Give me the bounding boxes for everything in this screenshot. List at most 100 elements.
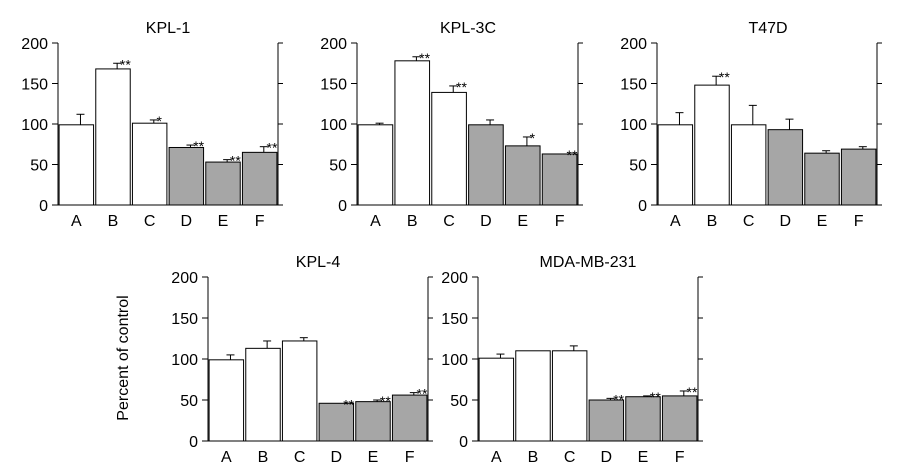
significance-label: ** [230, 153, 241, 169]
bar-f [661, 395, 698, 442]
y-tick-label: 150 [441, 311, 468, 328]
y-tick-label: 100 [21, 117, 48, 134]
x-tick-label: A [491, 449, 502, 463]
y-tick-label: 0 [338, 198, 347, 215]
bar-e [205, 161, 241, 206]
bar-a [657, 124, 694, 206]
y-tick-label: 100 [320, 117, 347, 134]
x-tick-label: B [258, 449, 269, 463]
bar-d [767, 129, 804, 206]
bar-c [730, 124, 767, 206]
chart-panel: MDA-MB-231 0 50 100 150 200 A B C ** D ** E ** F [441, 254, 703, 463]
x-tick-label: B [707, 213, 718, 230]
bar-b [95, 68, 131, 206]
chart-panel: KPL-4 0 50 100 150 200 A B C ** D ** E ** F [171, 254, 433, 463]
bar-d [168, 146, 205, 206]
x-tick-label: D [331, 449, 343, 463]
y-tick-label: 150 [21, 77, 48, 94]
x-tick-label: E [817, 213, 828, 230]
y-tick-label: 150 [320, 77, 347, 94]
x-tick-label: D [601, 449, 613, 463]
x-tick-label: F [675, 449, 685, 463]
x-tick-label: B [108, 213, 119, 230]
x-tick-label: F [255, 213, 265, 230]
bar-d [318, 402, 355, 442]
y-tick-label: 100 [441, 352, 468, 369]
x-tick-label: C [294, 449, 306, 463]
significance-label: ** [343, 396, 354, 412]
y-tick-label: 150 [620, 77, 647, 94]
x-tick-label: E [368, 449, 379, 463]
chart-panel: T47D 0 50 100 150 200 A ** B C D E F [620, 20, 882, 230]
x-tick-label: F [405, 449, 415, 463]
significance-label: ** [193, 138, 204, 154]
x-tick-label: D [181, 213, 193, 230]
x-tick-label: F [854, 213, 864, 230]
x-tick-label: E [517, 213, 528, 230]
y-tick-label: 50 [329, 158, 347, 175]
significance-label: ** [687, 384, 698, 400]
significance-label: ** [650, 389, 661, 405]
chart-title: KPL-1 [146, 20, 191, 37]
bar-c [551, 350, 588, 442]
bar-f [241, 151, 278, 206]
y-tick-label: 100 [171, 352, 198, 369]
x-tick-label: C [443, 213, 455, 230]
bar-f [541, 153, 578, 206]
bar-e [504, 145, 541, 206]
chart-title: T47D [748, 20, 787, 37]
bar-c [431, 91, 467, 206]
x-tick-label: E [638, 449, 649, 463]
y-tick-label: 200 [620, 36, 647, 53]
bar-b [245, 347, 281, 442]
y-axis-label: Percent of control [115, 295, 132, 420]
bar-d [588, 399, 625, 442]
significance-label: ** [380, 393, 391, 409]
y-tick-label: 50 [30, 158, 48, 175]
y-tick-label: 50 [180, 393, 198, 410]
y-tick-label: 100 [620, 117, 647, 134]
y-tick-label: 50 [450, 393, 468, 410]
x-tick-label: A [221, 449, 232, 463]
x-tick-label: A [370, 213, 381, 230]
y-tick-label: 50 [629, 158, 647, 175]
y-tick-label: 0 [638, 198, 647, 215]
bar-c [131, 122, 168, 206]
bar-a [478, 357, 515, 442]
y-tick-label: 150 [171, 311, 198, 328]
y-tick-label: 200 [441, 270, 468, 287]
x-tick-label: B [407, 213, 418, 230]
y-tick-label: 0 [189, 434, 198, 451]
bar-a [58, 124, 95, 206]
significance-label: ** [419, 50, 430, 66]
significance-label: ** [567, 147, 578, 163]
x-tick-label: E [218, 213, 229, 230]
significance-label: ** [719, 69, 730, 85]
bar-d [468, 124, 504, 206]
bar-a [357, 124, 394, 206]
y-tick-label: 0 [39, 198, 48, 215]
significance-label: ** [120, 56, 131, 72]
bar-a [208, 359, 245, 442]
x-tick-label: F [555, 213, 565, 230]
bar-c [281, 340, 318, 442]
bar-f [391, 394, 428, 442]
x-tick-label: A [71, 213, 82, 230]
x-tick-label: C [144, 213, 156, 230]
x-tick-label: C [564, 449, 576, 463]
significance-label: ** [456, 79, 467, 95]
significance-label: * [530, 130, 536, 146]
bar-b [394, 60, 431, 206]
significance-label: ** [613, 391, 624, 407]
x-tick-label: D [780, 213, 792, 230]
chart-panel: KPL-1 0 50 100 150 200 A ** B * C ** D ** E ** F [21, 20, 283, 230]
x-tick-label: C [743, 213, 755, 230]
chart-title: KPL-4 [296, 254, 341, 271]
x-tick-label: D [480, 213, 492, 230]
chart-panel: KPL-3C 0 50 100 150 200 A ** B ** C D * E ** F [320, 20, 583, 230]
y-tick-label: 200 [320, 36, 347, 53]
significance-label: * [157, 113, 163, 129]
y-tick-label: 200 [21, 36, 48, 53]
bar-f [840, 148, 877, 206]
